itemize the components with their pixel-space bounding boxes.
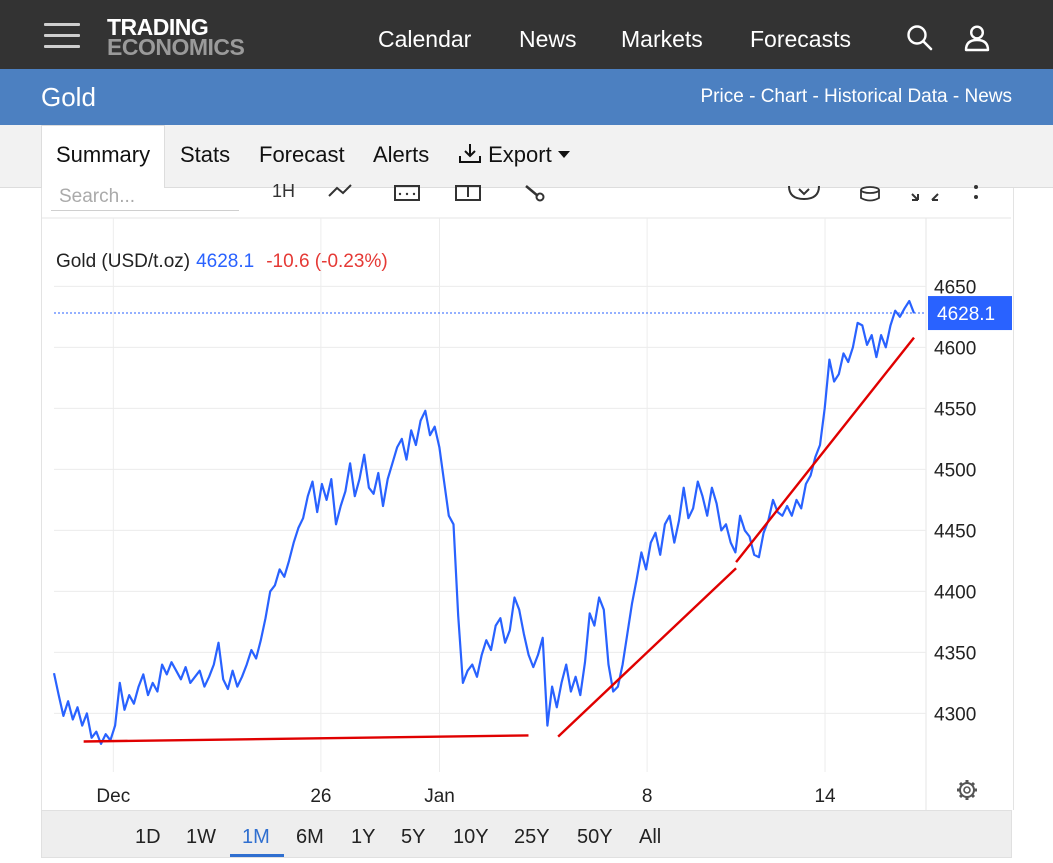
price-series [52,299,916,745]
range-25y[interactable]: 25Y [514,826,550,848]
quote-line: Gold (USD/t.oz) 4628.1 -10.6 (-0.23%) [56,251,388,272]
tab-summary[interactable]: Summary [56,142,151,167]
x-tick-label: 14 [814,786,836,807]
y-tick-label: 4400 [934,582,976,603]
subheader-bar [0,69,1053,125]
range-1w[interactable]: 1W [186,826,216,848]
chart-container [41,188,1014,810]
more-options-icon[interactable] [974,185,978,199]
y-tick-label: 4350 [934,643,976,664]
y-tick-label: 4600 [934,338,976,359]
tab-export[interactable]: Export [458,142,570,168]
range-bar [41,810,1012,858]
x-tick-label: Jan [424,786,455,807]
nav-news[interactable]: News [519,26,577,52]
link-news[interactable]: News [964,86,1012,107]
trendline [83,734,529,743]
logo-line1: TRADING [107,14,209,40]
draw-tool-icon[interactable] [525,185,545,202]
tab-alerts[interactable]: Alerts [373,142,430,167]
range-6m[interactable]: 6M [296,826,324,848]
logo-line2: ECONOMICS [107,34,245,60]
nav-forecasts[interactable]: Forecasts [750,26,851,52]
user-icon[interactable] [963,24,991,57]
database-icon[interactable] [860,186,880,202]
chart-type-icon[interactable] [328,184,352,197]
last-price-badge [928,296,1012,331]
menu-icon[interactable] [44,23,80,49]
fullscreen-icon[interactable] [911,193,939,201]
trendline [735,336,915,563]
add-indicator-icon[interactable] [455,185,481,201]
y-tick-label: 4500 [934,460,976,481]
page-title: Gold [41,82,96,112]
gridlines [54,218,926,772]
calendar-icon[interactable] [394,185,420,201]
range-1d[interactable]: 1D [135,826,161,848]
tab-forecast[interactable]: Forecast [259,142,345,167]
y-tick-label: 4650 [934,277,976,298]
download-icon [459,144,481,163]
download-chart-icon[interactable] [788,185,820,201]
quote-price: 4628.1 [196,251,254,272]
y-tick-label: 4450 [934,521,976,542]
range-active-indicator [230,854,284,857]
interval-selector[interactable]: 1H [272,181,295,201]
range-1m[interactable]: 1M [242,826,270,848]
last-price-marker: 4628.1 [54,296,1012,331]
y-tick-label: 4550 [934,399,976,420]
top-navbar: TRADING ECONOMICS Calendar News Markets … [0,0,1053,69]
link-price[interactable]: Price [700,86,744,107]
range-5y[interactable]: 5Y [401,826,426,848]
export-label: Export [488,142,552,167]
range-all[interactable]: All [639,826,662,848]
link-chart[interactable]: Chart [760,86,808,107]
instrument-name: Gold (USD/t.oz) [56,251,190,272]
nav-calendar[interactable]: Calendar [378,26,472,52]
x-tick-label: Dec [96,786,130,807]
settings-icon[interactable] [957,780,977,800]
tab-stats[interactable]: Stats [180,142,231,167]
range-1y[interactable]: 1Y [351,826,376,848]
x-tick-label: 26 [310,786,331,807]
last-price-label: 4628.1 [937,304,995,325]
search-icon[interactable] [906,24,934,57]
link-historical-data[interactable]: Historical Data [824,86,948,107]
nav-markets[interactable]: Markets [621,26,703,52]
section-links: Price - Chart - Historical Data - News [700,86,1013,107]
y-axis-labels: 4300 4350 4400 4450 4500 4550 4600 4650 [934,277,976,725]
x-axis-labels: Dec 26 Jan 8 14 [96,786,836,807]
price-line [52,299,916,745]
range-50y[interactable]: 50Y [577,826,613,848]
range-10y[interactable]: 10Y [453,826,489,848]
x-tick-label: 8 [642,786,653,807]
search-input[interactable] [51,183,239,211]
trendlines [83,336,915,743]
trendline [557,567,737,738]
quote-change: -10.6 (-0.23%) [266,251,387,272]
tab-summary-bg [41,125,165,188]
caret-down-icon [557,151,570,158]
logo[interactable]: TRADING ECONOMICS [107,14,245,60]
y-tick-label: 4300 [934,704,976,725]
